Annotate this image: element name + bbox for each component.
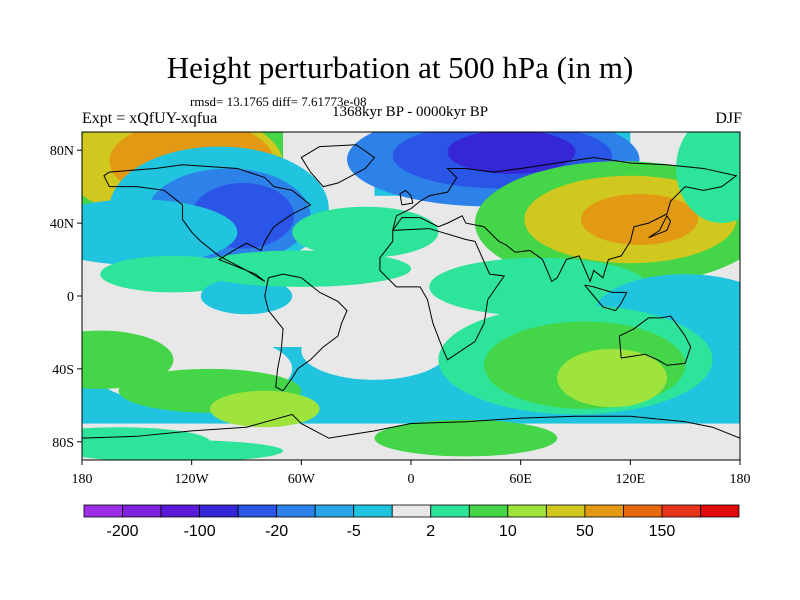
period-label: 1368kyr BP - 0000kyr BP bbox=[331, 104, 489, 120]
colorbar-swatch bbox=[623, 504, 663, 518]
colorbar-swatch bbox=[160, 504, 200, 518]
coastline-3 bbox=[379, 228, 506, 361]
x-tick-label: 60E bbox=[509, 472, 532, 487]
coastline-2 bbox=[300, 144, 376, 188]
indian-ocean-positive-core bbox=[557, 348, 667, 408]
coastline-7 bbox=[399, 189, 414, 206]
colorbar-swatch bbox=[468, 504, 509, 518]
stats-label: rmsd= 13.1765 diff= 7.61773e-08 bbox=[190, 94, 367, 109]
colorbar-swatch bbox=[507, 504, 547, 518]
atlantic-green-patch bbox=[292, 206, 439, 258]
experiment-label: Expt = xQfUY-xqfua bbox=[82, 110, 218, 127]
x-tick-label: 0 bbox=[408, 472, 415, 487]
colorbar-swatch bbox=[545, 504, 586, 518]
antarctic-interior-green bbox=[82, 439, 284, 460]
central-america-low bbox=[200, 277, 293, 315]
colorbar-swatch bbox=[584, 504, 624, 518]
colorbar-swatch bbox=[700, 504, 740, 518]
colorbar-swatch bbox=[199, 504, 239, 518]
colorbar-swatch bbox=[353, 504, 393, 518]
colorbar-swatch bbox=[237, 504, 278, 518]
colorbar-label: 10 bbox=[499, 523, 517, 540]
colorbar-swatch bbox=[391, 504, 432, 518]
colorbar-label: -20 bbox=[265, 523, 288, 540]
coastline-5 bbox=[618, 315, 692, 366]
bering-positive bbox=[676, 132, 740, 224]
y-tick-label: 80S bbox=[52, 436, 74, 451]
x-tick-label: 180 bbox=[72, 472, 93, 487]
coastline-8 bbox=[584, 284, 628, 312]
eurasia-low-core bbox=[447, 132, 576, 174]
colorbar-label: 150 bbox=[649, 523, 676, 540]
antarctic-coast-green bbox=[374, 419, 558, 457]
coastline-0 bbox=[103, 164, 312, 282]
colorbar-swatch bbox=[83, 504, 123, 518]
chart-title: Height perturbation at 500 hPa (in m) bbox=[166, 50, 634, 85]
map-axes: 180 120W 60W 0 60E 120E 180 80N 40N 0 40S 80S bbox=[50, 131, 751, 487]
y-tick-label: 0 bbox=[67, 290, 74, 305]
colorbar-swatch bbox=[314, 504, 355, 518]
north-pacific-east-low bbox=[82, 199, 238, 266]
map-plot-area bbox=[82, 132, 740, 460]
indian-ocean-north-green bbox=[429, 257, 649, 317]
x-tick-label: 120W bbox=[175, 472, 210, 487]
coastline-6 bbox=[82, 413, 740, 439]
coastline-4 bbox=[392, 157, 738, 283]
south-atlantic-neutral bbox=[301, 321, 448, 380]
colorbar-label: 2 bbox=[426, 523, 435, 540]
coastline-9 bbox=[648, 214, 672, 239]
colorbar-swatch bbox=[430, 504, 470, 518]
colorbar-label: -100 bbox=[184, 523, 216, 540]
x-tick-label: 60W bbox=[288, 472, 316, 487]
colorbar-label: 50 bbox=[576, 523, 594, 540]
x-tick-label: 120E bbox=[616, 472, 646, 487]
colorbar: -200 -100 -20 -5 2 10 50 150 bbox=[83, 504, 740, 540]
season-label: DJF bbox=[715, 110, 742, 127]
colorbar-label: -200 bbox=[107, 523, 139, 540]
drake-passage-yellowgreen bbox=[209, 390, 320, 428]
y-tick-label: 80N bbox=[50, 144, 74, 159]
tropical-atlantic-green bbox=[191, 250, 411, 287]
asia-pacific-high-core bbox=[580, 193, 698, 245]
y-tick-label: 40N bbox=[50, 217, 74, 232]
colorbar-label: -5 bbox=[347, 523, 361, 540]
colorbar-swatch bbox=[276, 504, 316, 518]
colorbar-swatch bbox=[661, 504, 701, 518]
y-tick-label: 40S bbox=[52, 363, 74, 378]
x-tick-label: 180 bbox=[730, 472, 751, 487]
coastline-1 bbox=[264, 273, 348, 392]
colorbar-swatch bbox=[122, 504, 162, 518]
